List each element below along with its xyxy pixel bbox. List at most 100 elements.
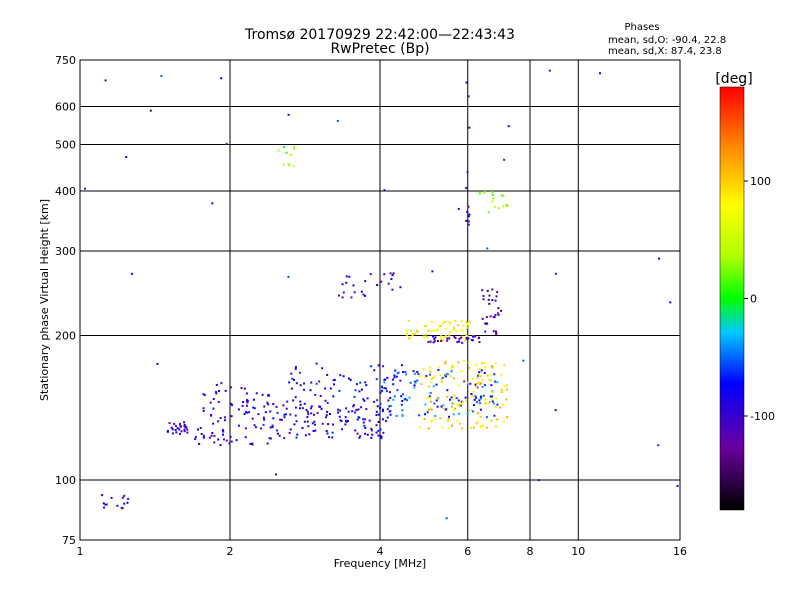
data-point	[445, 327, 448, 330]
data-point	[306, 415, 309, 418]
data-point	[489, 379, 492, 382]
data-point	[328, 436, 331, 439]
data-point	[486, 322, 489, 325]
data-point	[502, 420, 505, 423]
data-point	[423, 418, 426, 421]
data-point	[318, 405, 321, 408]
data-point	[293, 147, 296, 150]
data-point	[333, 383, 336, 386]
data-point	[243, 387, 246, 390]
data-point	[279, 418, 282, 421]
data-point	[319, 394, 322, 397]
data-point	[429, 391, 432, 394]
data-point	[178, 422, 181, 425]
data-point	[282, 404, 285, 407]
data-point	[401, 409, 404, 412]
data-point	[478, 371, 481, 374]
data-point	[357, 408, 360, 411]
data-point	[294, 365, 297, 368]
data-point	[358, 436, 361, 439]
data-point	[110, 496, 113, 499]
data-point	[483, 191, 486, 194]
data-point	[344, 419, 347, 422]
data-point	[436, 340, 439, 343]
data-point	[370, 427, 373, 430]
data-point	[439, 337, 442, 340]
data-point	[354, 429, 357, 432]
data-point	[366, 433, 369, 436]
data-point	[469, 409, 472, 412]
data-point	[245, 404, 248, 407]
data-point	[302, 388, 305, 391]
data-point	[392, 383, 395, 386]
data-point	[125, 156, 128, 159]
data-point	[414, 381, 417, 384]
x-tick-label: 10	[571, 545, 585, 558]
data-point	[454, 337, 457, 340]
data-point	[287, 275, 290, 278]
data-point	[267, 403, 270, 406]
data-point	[444, 362, 447, 365]
data-point	[430, 408, 433, 411]
data-point	[453, 335, 456, 338]
data-point	[402, 371, 405, 374]
y-tick-label: 750	[55, 54, 76, 67]
data-point	[183, 428, 186, 431]
data-point	[202, 436, 205, 439]
data-point	[186, 431, 189, 434]
data-point	[457, 361, 460, 364]
data-point	[452, 365, 455, 368]
data-point	[364, 381, 367, 384]
data-point	[184, 426, 187, 429]
phases-line-o: mean, sd,O: -90.4, 22.8	[608, 35, 726, 46]
data-point	[241, 404, 244, 407]
data-point	[401, 414, 404, 417]
data-point	[360, 388, 363, 391]
y-tick-label: 400	[55, 185, 76, 198]
data-point	[445, 517, 448, 520]
data-point	[423, 375, 426, 378]
data-point	[174, 428, 177, 431]
data-point	[456, 403, 459, 406]
data-point	[283, 437, 286, 440]
data-point	[448, 321, 451, 324]
data-point	[554, 272, 557, 275]
data-point	[324, 399, 327, 402]
data-point	[198, 442, 201, 445]
data-point	[301, 426, 304, 429]
data-point	[455, 330, 458, 333]
data-point	[337, 411, 340, 414]
data-point	[470, 338, 473, 341]
data-point	[293, 423, 296, 426]
data-point	[492, 402, 495, 405]
data-point	[166, 430, 169, 433]
data-point	[436, 329, 439, 332]
data-point	[391, 378, 394, 381]
data-point	[382, 431, 385, 434]
data-point	[461, 401, 464, 404]
data-point	[456, 324, 459, 327]
data-point	[470, 426, 473, 429]
data-point	[466, 337, 469, 340]
data-point	[433, 417, 436, 420]
data-point	[315, 382, 318, 385]
data-point	[389, 413, 392, 416]
data-point	[339, 419, 342, 422]
data-point	[339, 409, 342, 412]
data-point	[491, 365, 494, 368]
data-point	[299, 403, 302, 406]
data-point	[460, 319, 463, 322]
data-point	[269, 410, 272, 413]
data-point	[131, 272, 134, 275]
data-point	[212, 407, 215, 410]
data-point	[599, 72, 602, 75]
data-point	[500, 309, 503, 312]
data-point	[446, 337, 449, 340]
data-point	[370, 365, 373, 368]
data-point	[246, 401, 249, 404]
data-point	[245, 392, 248, 395]
data-point	[377, 434, 380, 437]
data-point	[385, 420, 388, 423]
data-point	[474, 395, 477, 398]
